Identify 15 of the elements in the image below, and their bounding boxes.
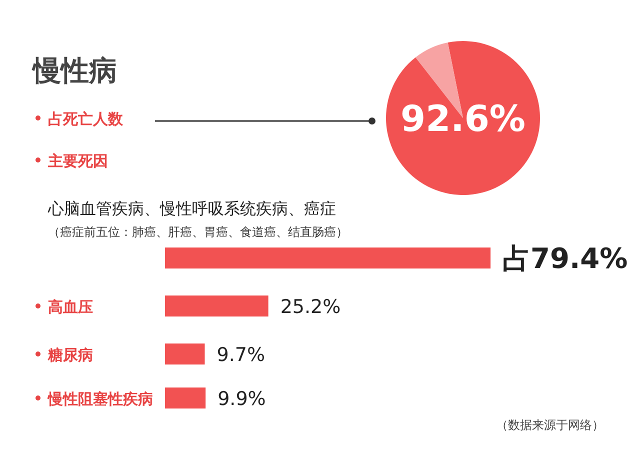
- annotation: （癌症前五位：肺癌、肝癌、胃癌、食道癌、结直肠癌）: [48, 225, 348, 239]
- data-label: 92.6%: [400, 99, 526, 140]
- pie-slice: [386, 41, 540, 195]
- y-tick-label: 心脑血管疾病、慢性呼吸系统疾病、癌症: [47, 199, 336, 218]
- text: （数据来源于网络）: [496, 418, 604, 432]
- legend-label: 占死亡人数: [48, 110, 124, 128]
- text: 慢性病: [31, 54, 117, 87]
- data-label: 占79.4%: [502, 242, 628, 275]
- y-tick-label: 糖尿病: [47, 346, 93, 364]
- data-label: 9.7%: [216, 344, 266, 366]
- data-label: 25.2%: [280, 296, 341, 318]
- y-tick-label: 慢性阻塞性疾病: [47, 390, 153, 408]
- y-tick-label: 高血压: [48, 298, 93, 316]
- chart-title: 主要死因: [47, 152, 108, 170]
- data-label: 9.9%: [218, 388, 266, 410]
